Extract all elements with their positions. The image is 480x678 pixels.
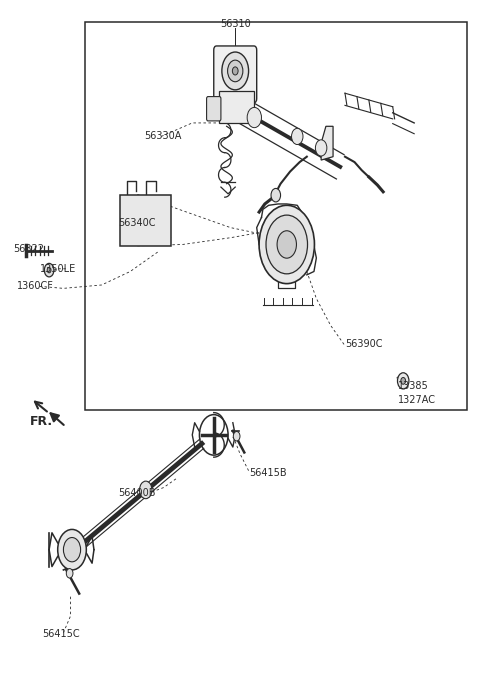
Text: 56340C: 56340C	[118, 218, 156, 228]
Circle shape	[222, 52, 249, 90]
Circle shape	[140, 481, 152, 499]
Text: 56415C: 56415C	[42, 629, 80, 639]
FancyBboxPatch shape	[214, 46, 257, 102]
Text: 56322: 56322	[13, 244, 44, 254]
Text: 56415B: 56415B	[250, 468, 287, 478]
Text: 1360CF: 1360CF	[17, 281, 54, 292]
Circle shape	[397, 373, 409, 389]
Circle shape	[266, 215, 308, 274]
Text: 56390C: 56390C	[345, 340, 383, 349]
Circle shape	[47, 267, 51, 273]
Circle shape	[401, 378, 406, 384]
Text: 56310: 56310	[220, 19, 251, 28]
Circle shape	[66, 569, 73, 578]
Polygon shape	[321, 126, 333, 160]
Bar	[120, 195, 171, 246]
Text: 56330A: 56330A	[144, 132, 182, 142]
Circle shape	[232, 67, 238, 75]
Circle shape	[58, 530, 86, 570]
Circle shape	[233, 431, 240, 441]
Bar	[218, 91, 254, 123]
Circle shape	[44, 263, 54, 277]
Text: 13385: 13385	[397, 381, 428, 391]
Circle shape	[247, 107, 262, 127]
Circle shape	[271, 188, 281, 202]
Circle shape	[228, 60, 243, 82]
Circle shape	[291, 128, 303, 144]
Text: 1327AC: 1327AC	[397, 395, 435, 405]
Text: FR.: FR.	[30, 415, 53, 428]
Circle shape	[277, 231, 297, 258]
Circle shape	[315, 140, 327, 156]
Text: 1350LE: 1350LE	[39, 264, 76, 274]
Circle shape	[63, 538, 81, 562]
Text: 56400B: 56400B	[118, 488, 156, 498]
Circle shape	[259, 205, 314, 283]
Bar	[85, 22, 467, 410]
FancyBboxPatch shape	[206, 96, 221, 121]
